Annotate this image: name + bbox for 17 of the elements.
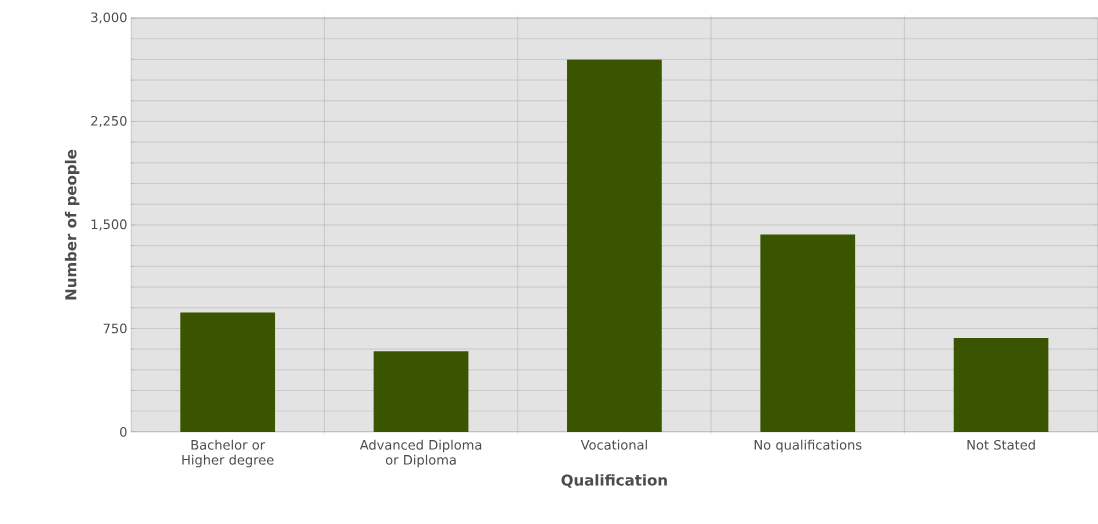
y-tick-label: 3,000 [91, 12, 127, 24]
y-tick-label: 750 [103, 323, 127, 334]
y-tick-label: 2,250 [91, 115, 127, 128]
bar [953, 338, 1049, 432]
x-axis-title: Qualification [561, 474, 667, 488]
x-tick-label: Bachelor or Higher degree [182, 439, 274, 468]
bar [567, 59, 662, 432]
y-tick-label: 0 [120, 427, 127, 437]
x-tick-label: No qualifications [754, 439, 862, 453]
bar [760, 234, 856, 432]
x-tick-label: Not Stated [967, 439, 1035, 450]
x-tick-label: Vocational [580, 439, 647, 450]
y-tick-label: 1,500 [91, 219, 127, 231]
bar [180, 312, 276, 432]
bar [373, 351, 469, 432]
x-tick-label: Advanced Diploma or Diploma [359, 439, 482, 468]
y-axis-title: Number of people [64, 149, 80, 300]
